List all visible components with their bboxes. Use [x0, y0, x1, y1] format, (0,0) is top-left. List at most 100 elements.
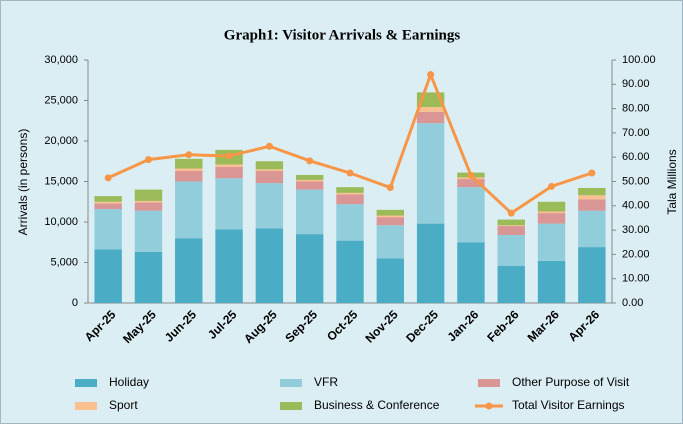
bar-segment [94, 196, 122, 202]
line-point [185, 151, 193, 159]
bar-segment [537, 260, 566, 303]
line-point [386, 184, 394, 192]
y2-tick-label: 20.00 [622, 248, 650, 260]
bar-segment [578, 247, 606, 303]
bar-segment [336, 187, 364, 193]
legend-swatch [280, 402, 302, 410]
bar-segment [134, 189, 163, 201]
line-point [507, 209, 515, 217]
bar-segment [295, 179, 324, 182]
bar-segment [134, 200, 163, 203]
bar-segment [537, 213, 566, 224]
legend-label: VFR [314, 375, 338, 389]
bar-segment [376, 225, 405, 259]
y-axis-label: Arrivals (in persons) [16, 129, 30, 236]
bar-segment [295, 181, 324, 190]
y2-tick-label: 0.00 [622, 297, 643, 309]
bar-segment [376, 258, 405, 303]
bar-segment [175, 181, 203, 239]
legend-label: Sport [109, 398, 138, 412]
legend-swatch [75, 379, 97, 387]
y-tick-label: 15,000 [44, 175, 78, 187]
y-tick-label: 25,000 [44, 94, 78, 106]
legend-label: Business & Conference [314, 398, 440, 412]
y-tick-label: 10,000 [44, 216, 78, 228]
legend-label: Other Purpose of Visit [512, 375, 630, 389]
bar-segment [578, 195, 606, 200]
y2-tick-label: 70.00 [622, 127, 650, 139]
bar-segment [94, 203, 122, 210]
bar-segment [134, 251, 163, 303]
bar-segment [336, 192, 364, 195]
y2-tick-label: 80.00 [622, 103, 650, 115]
y-tick-label: 5,000 [50, 256, 78, 268]
y2-tick-label: 50.00 [622, 175, 650, 187]
bar-segment [416, 106, 445, 112]
y-tick-label: 30,000 [44, 54, 78, 66]
bar-segment [215, 229, 243, 303]
bar-segment [94, 209, 122, 250]
bar-segment [416, 123, 445, 224]
y2-tick-label: 30.00 [622, 224, 650, 236]
legend-label: Total Visitor Earnings [512, 398, 625, 412]
bar-segment [457, 242, 485, 303]
bar-segment [497, 219, 525, 226]
bar-segment [336, 240, 364, 303]
bar-segment [175, 238, 203, 303]
legend-label: Holiday [109, 375, 149, 389]
bar-segment [134, 202, 163, 211]
bar-segment [537, 223, 566, 261]
bar-segment [255, 170, 284, 184]
bar-segment [376, 209, 405, 216]
bar-segment [497, 265, 525, 303]
bar-segment [457, 187, 485, 243]
y2-tick-label: 100.00 [622, 54, 656, 66]
legend-swatch [280, 379, 302, 387]
bar-segment [497, 234, 525, 266]
bar-segment [537, 211, 566, 214]
y2-tick-label: 60.00 [622, 151, 650, 163]
bar-segment [537, 201, 566, 212]
bar-segment [215, 166, 243, 179]
bar-segment [336, 204, 364, 241]
line-point [306, 157, 314, 165]
bar-segment [295, 234, 324, 303]
line-point [346, 169, 354, 177]
bar-segment [134, 210, 163, 252]
y-tick-label: 20,000 [44, 135, 78, 147]
y2-tick-label: 40.00 [622, 200, 650, 212]
bar-segment [94, 249, 122, 303]
bar-segment [295, 175, 324, 180]
bar-segment [578, 210, 606, 248]
line-point [104, 174, 112, 182]
bar-segment [578, 187, 606, 196]
line-point [588, 169, 596, 177]
line-point [467, 171, 475, 179]
bar-segment [255, 183, 284, 229]
bar-segment [255, 228, 284, 303]
bar-segment [497, 225, 525, 227]
bar-segment [416, 111, 445, 124]
bar-segment [175, 158, 203, 169]
bar-segment [94, 201, 122, 204]
line-point [144, 156, 152, 164]
bar-segment [255, 169, 284, 171]
y2-axis-label: Tala Millions [665, 149, 679, 214]
bar-segment [175, 170, 203, 182]
bar-segment [215, 178, 243, 230]
bar-segment [295, 189, 324, 235]
bar-segment [255, 161, 284, 170]
line-point [265, 142, 273, 150]
bar-segment [457, 179, 485, 188]
line-point [548, 182, 556, 190]
y2-tick-label: 10.00 [622, 273, 650, 285]
line-point [427, 71, 435, 79]
legend-swatch [485, 402, 493, 410]
bar-segment [336, 194, 364, 205]
bar-segment [376, 217, 405, 226]
legend-swatch [478, 379, 500, 387]
bar-segment [416, 223, 445, 303]
legend-swatch [75, 402, 97, 410]
